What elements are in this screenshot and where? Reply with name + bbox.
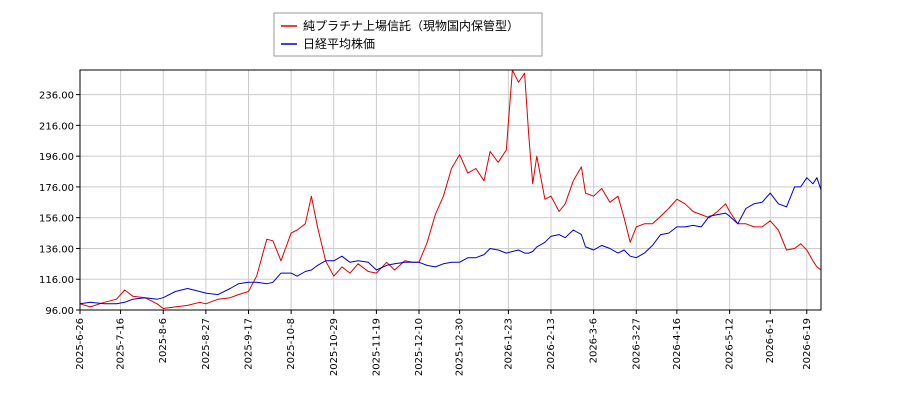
x-tick-label: 2026-5-12 xyxy=(725,318,736,370)
legend-label-platinum: 純プラチナ上場信託（現物国内保管型） xyxy=(303,18,519,33)
plot-area xyxy=(80,70,821,310)
y-axis-ticks: 96.00 116.00 136.00 156.00 176.00 196.00 216.0… xyxy=(39,91,80,317)
y-tick-label: 216.00 xyxy=(39,121,74,132)
x-tick-label: 2025-10-29 xyxy=(329,318,340,376)
x-tick-label: 2026-4-16 xyxy=(672,318,683,370)
platinum-line xyxy=(79,69,822,309)
x-tick-label: 2026-6-19 xyxy=(802,318,813,370)
y-tick-label: 236.00 xyxy=(39,91,74,102)
x-tick-label: 2025-7-16 xyxy=(116,318,127,370)
x-tick-label: 2025-10-8 xyxy=(286,318,297,370)
x-tick-label: 2026-6-1 xyxy=(765,318,776,363)
nikkei-line xyxy=(79,177,822,305)
legend-box xyxy=(273,12,543,57)
x-tick-label: 2026-2-13 xyxy=(546,318,557,370)
x-tick-label: 2025-6-26 xyxy=(75,318,86,370)
legend-label-nikkei: 日経平均株価 xyxy=(303,36,375,51)
x-tick-label: 2026-3-6 xyxy=(589,318,600,363)
legend: 純プラチナ上場信託（現物国内保管型） 日経平均株価 xyxy=(273,12,543,57)
plot-frame xyxy=(79,69,822,311)
x-tick-label: 2026-3-27 xyxy=(631,318,642,370)
x-tick-label: 2025-11-19 xyxy=(371,318,382,376)
x-axis-ticks: 2025-6-26 2025-7-16 2025-8-6 2025-8-27 2025-… xyxy=(75,310,813,376)
y-tick-label: 96.00 xyxy=(45,306,74,317)
y-tick-label: 196.00 xyxy=(39,152,74,163)
x-tick-label: 2025-8-27 xyxy=(201,318,212,370)
x-tick-label: 2025-12-30 xyxy=(455,318,466,376)
y-tick-label: 156.00 xyxy=(39,214,74,225)
x-tick-label: 2026-1-23 xyxy=(503,318,514,370)
x-tick-label: 2025-12-10 xyxy=(414,318,425,376)
y-tick-label: 116.00 xyxy=(39,275,74,286)
x-tick-label: 2025-9-17 xyxy=(244,318,255,370)
y-tick-label: 136.00 xyxy=(39,244,74,255)
series-lines xyxy=(79,69,822,309)
x-tick-label: 2025-8-6 xyxy=(158,318,169,363)
grid xyxy=(79,70,821,311)
y-tick-label: 176.00 xyxy=(39,183,74,194)
